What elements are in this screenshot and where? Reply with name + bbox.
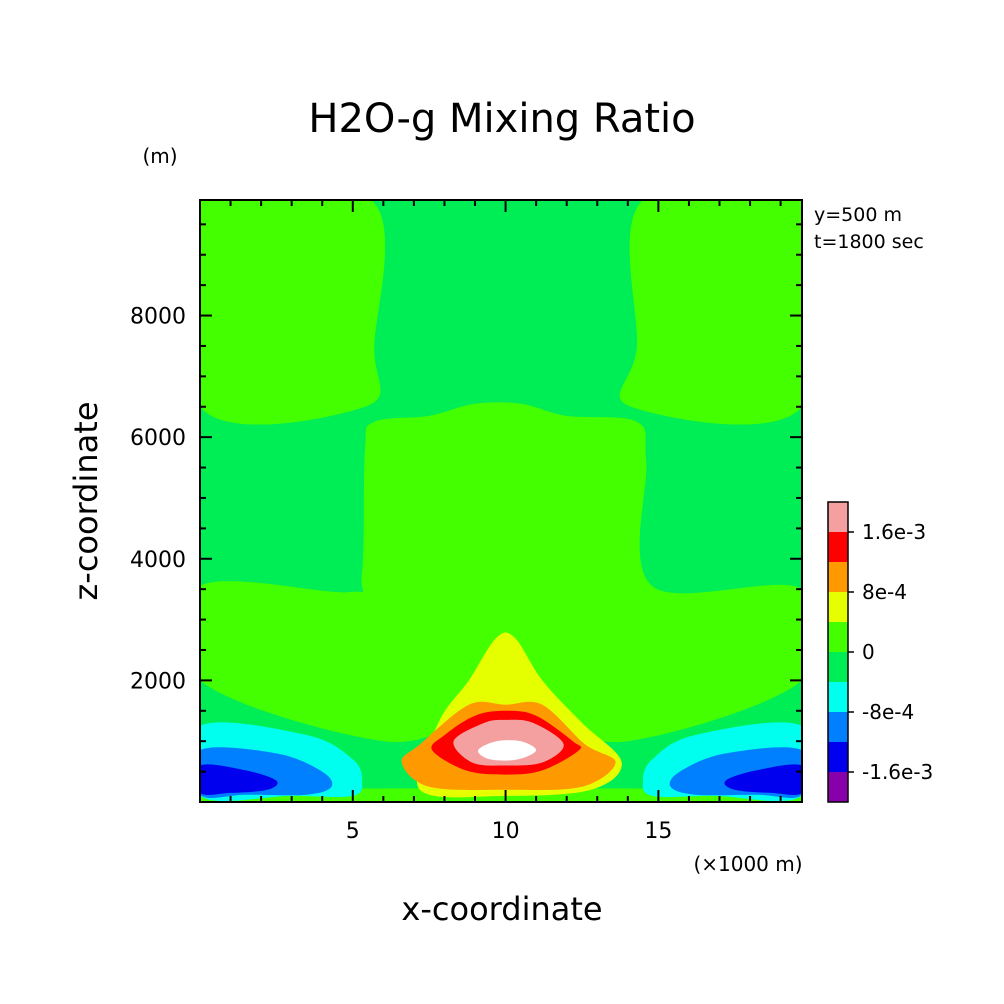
contour-region-lower-band-positive <box>200 402 802 743</box>
colorbar-swatch <box>828 652 848 682</box>
x-tick-label: 15 <box>644 819 672 844</box>
colorbar-swatch <box>828 562 848 592</box>
colorbar-swatch <box>828 592 848 622</box>
colorbar-label: 1.6e-3 <box>862 520 926 544</box>
contour-region-center-peak <box>477 740 537 761</box>
chart-title: H2O-g Mixing Ratio <box>308 96 695 142</box>
colorbar-swatch <box>828 532 848 562</box>
x-tick-labels: 5 10 15 <box>346 819 673 844</box>
y-unit-label: (m) <box>142 144 177 168</box>
contour-regions <box>200 200 802 802</box>
colorbar-label: 8e-4 <box>862 580 907 604</box>
colorbar-swatch <box>828 712 848 742</box>
colorbar-label: -1.6e-3 <box>862 760 933 784</box>
colorbar-label: 0 <box>862 640 875 664</box>
plot-frame <box>199 199 803 803</box>
plot-area <box>199 199 803 803</box>
x-unit-label: (×1000 m) <box>693 852 802 876</box>
colorbar: 1.6e-3 8e-4 0 -8e-4 -1.6e-3 <box>827 501 933 803</box>
info-line: t=1800 sec <box>814 231 924 253</box>
info-block: y=500 m t=1800 sec <box>814 204 924 253</box>
colorbar-swatch <box>828 742 848 772</box>
contour-region-upper-right-positive <box>619 200 802 425</box>
y-tick-label: 8000 <box>130 305 186 330</box>
colorbar-swatch <box>828 502 848 532</box>
x-tick-label: 10 <box>492 819 520 844</box>
y-tick-labels: 2000 4000 6000 8000 <box>130 305 186 695</box>
info-line: y=500 m <box>814 204 902 226</box>
axis-ticks <box>200 200 802 802</box>
contour-region-left-bottom-neg-1.2e-3 <box>200 764 278 796</box>
x-tick-label: 5 <box>346 819 360 844</box>
colorbar-swatch <box>828 682 848 712</box>
colorbar-swatch <box>828 622 848 652</box>
x-axis-label: x-coordinate <box>401 890 602 928</box>
colorbar-label: -8e-4 <box>862 700 914 724</box>
contour-region-right-bottom-neg-1.2e-3 <box>724 764 802 796</box>
contour-region-upper-left-positive <box>200 200 386 425</box>
y-tick-label: 4000 <box>130 548 186 573</box>
colorbar-swatch <box>828 772 848 802</box>
y-tick-label: 2000 <box>130 669 186 694</box>
y-axis-label: z-coordinate <box>67 401 105 600</box>
y-tick-label: 6000 <box>130 426 186 451</box>
